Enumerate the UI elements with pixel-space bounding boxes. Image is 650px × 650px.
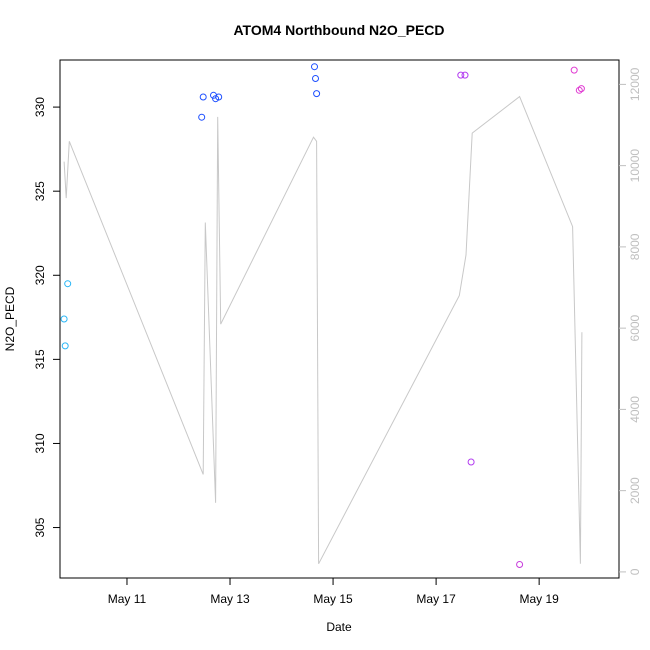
points-layer — [60, 63, 585, 568]
y2-tick-label: 10000 — [628, 149, 642, 183]
x-tick-label: May 17 — [416, 592, 456, 606]
data-point — [312, 75, 319, 82]
data-point — [64, 280, 72, 288]
y-tick-label: 305 — [33, 517, 47, 537]
data-point — [313, 90, 321, 98]
y2-tick-label: 8000 — [628, 233, 642, 260]
chart-title: ATOM4 Northbound N2O_PECD — [233, 22, 444, 38]
y2-tick-label: 0 — [628, 568, 642, 575]
y2-tick-label: 2000 — [628, 477, 642, 504]
altitude-layer — [63, 95, 583, 565]
data-point — [198, 113, 206, 121]
secondary-y-axis: 0 2000 4000 6000 8000 10000 12000 — [619, 67, 642, 575]
y-axis-label: N2O_PECD — [3, 286, 17, 351]
x-tick-label: May 13 — [210, 592, 250, 606]
data-point — [199, 93, 207, 101]
plot-frame — [59, 59, 620, 579]
data-point — [516, 561, 524, 568]
y-tick-label: 325 — [33, 181, 47, 201]
y-tick-label: 315 — [33, 349, 47, 369]
x-axis-label: Date — [326, 620, 352, 634]
y-tick-label: 320 — [33, 265, 47, 285]
x-axis: May 11 May 13 May 15 May 17 May 19 — [108, 578, 559, 606]
data-point — [575, 86, 583, 94]
x-tick-label: May 11 — [108, 592, 147, 606]
data-point — [467, 458, 475, 466]
altitude-series-line — [63, 95, 583, 565]
data-point — [61, 342, 69, 350]
x-tick-label: May 15 — [313, 592, 353, 606]
data-point — [570, 66, 578, 74]
y-tick-label: 330 — [33, 97, 47, 117]
y2-tick-label: 4000 — [628, 396, 642, 423]
data-point — [311, 63, 318, 71]
data-point — [461, 71, 469, 79]
data-point — [457, 71, 465, 79]
data-point — [215, 93, 223, 101]
data-point — [60, 315, 68, 323]
y2-tick-label: 12000 — [628, 67, 642, 101]
x-tick-label: May 19 — [519, 592, 559, 606]
y-axis: 305 310 315 320 325 330 — [33, 97, 60, 538]
y2-tick-label: 6000 — [628, 314, 642, 341]
y-tick-label: 310 — [33, 433, 47, 453]
data-point — [577, 85, 585, 93]
